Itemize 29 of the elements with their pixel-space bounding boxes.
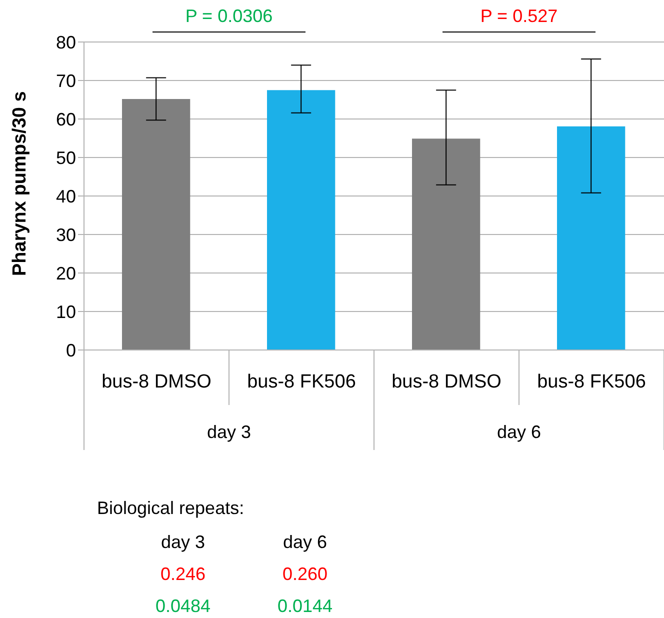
text: 0.260	[282, 564, 328, 584]
bar	[557, 126, 626, 350]
text: day 3	[206, 422, 252, 442]
y-tick-label: 40	[56, 186, 76, 206]
text: day 6	[282, 532, 328, 552]
bar	[412, 138, 480, 350]
text: 0.246	[160, 564, 206, 584]
y-tick-label: 20	[56, 263, 76, 284]
y-tick-label: 70	[56, 70, 76, 91]
text: 0.0144	[277, 596, 333, 616]
x-tick-label: bus-8 DMSO	[102, 371, 212, 392]
y-tick-label: 0	[66, 340, 76, 360]
x-tick-label: bus-8 DMSO	[392, 371, 502, 392]
text: P = 0.0306	[185, 6, 273, 26]
text: P = 0.527	[480, 6, 558, 26]
y-tick-label: 60	[56, 109, 76, 130]
y-tick-label: 50	[56, 148, 76, 168]
x-tick-label: bus-8 FK506	[537, 371, 646, 392]
y-axis-title: Pharynx pumps/30 s	[10, 91, 31, 276]
y-tick-label: 80	[56, 32, 76, 52]
text: day 6	[496, 422, 542, 442]
bar	[122, 98, 190, 350]
text: day 3	[160, 532, 206, 552]
text: Biological repeats:	[97, 498, 244, 518]
text: 0.0484	[155, 596, 211, 616]
bar	[267, 90, 336, 350]
x-tick-label: bus-8 FK506	[247, 371, 356, 392]
y-tick-label: 30	[56, 224, 76, 245]
y-tick-label: 10	[56, 302, 76, 322]
